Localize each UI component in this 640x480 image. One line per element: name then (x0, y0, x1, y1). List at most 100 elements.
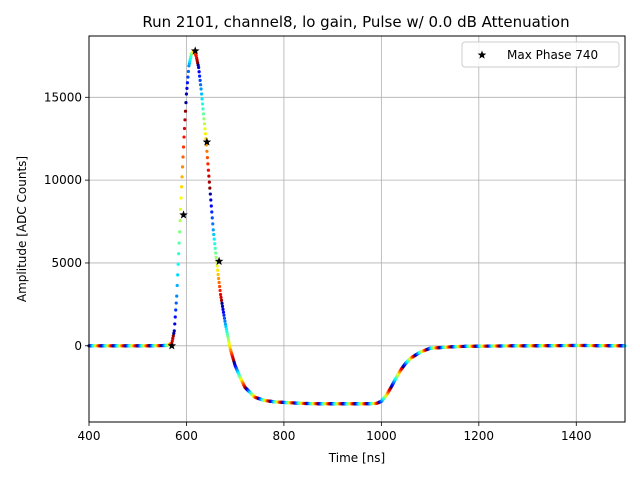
data-point (177, 252, 181, 256)
data-point (210, 210, 214, 214)
data-point (183, 109, 188, 113)
data-point (202, 117, 206, 121)
data-point (228, 345, 232, 349)
data-point (178, 218, 182, 223)
data-point (184, 101, 188, 105)
data-point (217, 276, 221, 281)
data-point (175, 283, 179, 288)
data-point (214, 255, 218, 259)
plot-frame (88, 35, 626, 423)
x-tick-label: 1000 (366, 429, 397, 443)
data-point (208, 192, 212, 196)
y-ticks: 0 5000 10000 15000 (44, 90, 89, 353)
data-point (185, 86, 189, 90)
data-point (172, 331, 176, 335)
data-point (205, 156, 210, 160)
grid-layer (88, 36, 625, 422)
max-phase-star (190, 46, 200, 55)
data-point (215, 264, 219, 268)
data-point (173, 315, 177, 319)
data-point (220, 301, 224, 305)
data-point (205, 149, 209, 153)
data-point (182, 135, 186, 139)
data-point (213, 246, 217, 250)
data-point (225, 332, 229, 336)
y-tick-label: 15000 (44, 90, 82, 104)
data-point (207, 174, 211, 178)
data-point (223, 322, 228, 326)
data-point (212, 232, 216, 237)
data-point (173, 322, 177, 326)
data-point (226, 335, 230, 339)
data-point (207, 180, 211, 184)
max-phase-star (214, 256, 224, 265)
data-point (180, 175, 184, 179)
data-point (211, 228, 215, 232)
data-point (179, 185, 184, 189)
max-phase-star (179, 210, 188, 219)
x-tick-label: 800 (272, 429, 295, 443)
marker-layer (167, 46, 224, 350)
data-point (198, 83, 203, 87)
data-point (200, 97, 204, 101)
data-point (198, 78, 202, 82)
data-point (180, 165, 185, 169)
x-tick-label: 1200 (464, 429, 495, 443)
data-point (226, 337, 230, 341)
x-tick-label: 600 (175, 429, 198, 443)
data-point (211, 222, 215, 226)
data-point (220, 304, 225, 308)
data-point (210, 216, 214, 220)
data-point (227, 340, 231, 344)
data-point (186, 69, 190, 74)
data-point (176, 262, 180, 266)
data-point (181, 155, 185, 159)
y-tick-label: 0 (74, 339, 82, 353)
data-point (203, 127, 207, 131)
data-point (176, 273, 180, 277)
data-point (209, 204, 213, 208)
data-point (218, 292, 223, 297)
data-point (183, 118, 187, 122)
data-point (206, 168, 210, 172)
data-point (213, 242, 217, 246)
data-point (214, 251, 218, 255)
data-point (224, 327, 229, 331)
data-point (227, 342, 231, 346)
data-point (224, 325, 228, 329)
data-point (171, 334, 175, 338)
data-layer (87, 49, 627, 406)
data-point (217, 280, 221, 285)
data-point (199, 92, 204, 96)
data-point (225, 330, 229, 334)
data-point (219, 295, 223, 300)
x-axis-label: Time [ns] (328, 451, 385, 465)
data-point (172, 329, 176, 333)
data-point (184, 92, 189, 96)
data-point (221, 310, 226, 314)
data-point (200, 102, 205, 106)
max-phase-star (202, 137, 212, 146)
legend: Max Phase 740 (461, 41, 620, 68)
legend-entry-label: Max Phase 740 (507, 48, 598, 62)
data-point (198, 74, 202, 78)
data-point (186, 75, 190, 79)
data-point (182, 126, 187, 131)
data-point (181, 145, 186, 149)
data-point (203, 132, 208, 136)
data-point (174, 301, 178, 305)
data-point (218, 288, 222, 293)
data-point (221, 307, 225, 311)
data-point (197, 70, 201, 74)
data-point (171, 336, 175, 340)
data-point (216, 268, 220, 272)
data-point (179, 196, 183, 200)
data-point (222, 316, 227, 320)
data-point (170, 339, 174, 343)
data-point (202, 122, 207, 126)
data-point (197, 65, 201, 70)
x-tick-label: 400 (78, 429, 101, 443)
legend-box (461, 41, 620, 68)
data-point (174, 308, 178, 312)
